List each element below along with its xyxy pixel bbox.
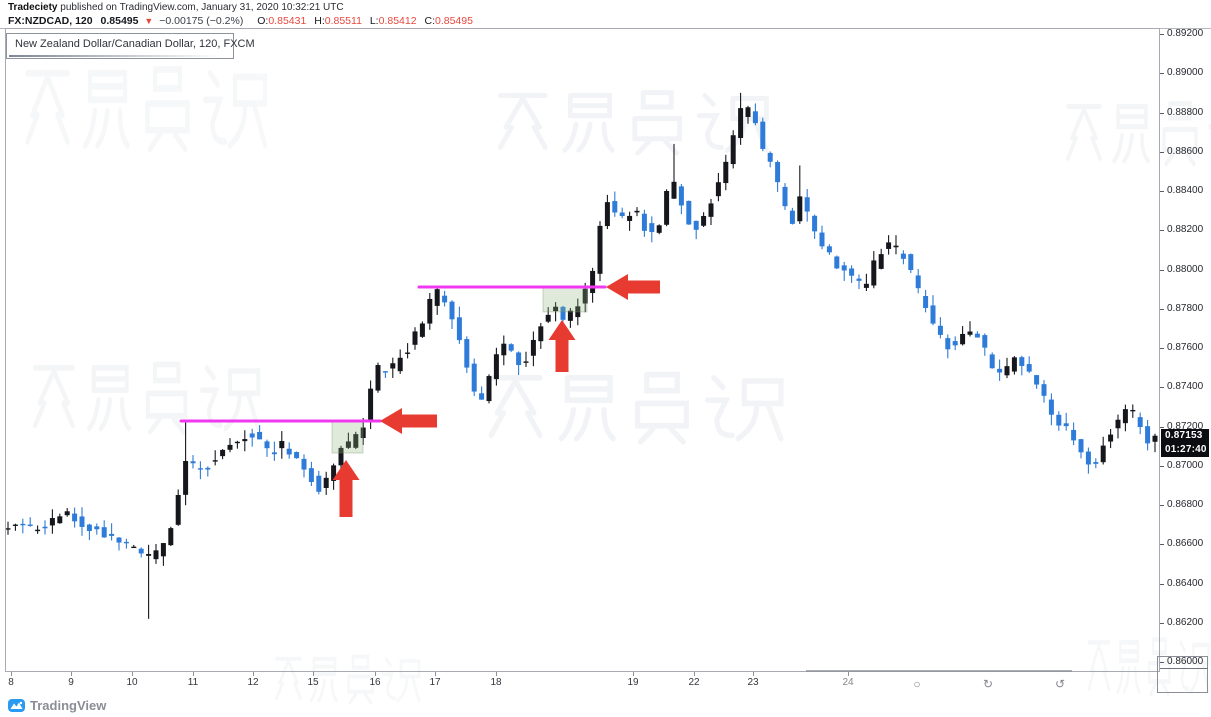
close-label: C:: [424, 15, 436, 27]
countdown-value: 01:27:40: [1165, 443, 1207, 455]
time-tick-label: 10: [126, 677, 138, 688]
time-tick-label: 22: [688, 677, 700, 688]
price-tick-dash: [1160, 230, 1164, 232]
time-tick-dash: [253, 672, 254, 676]
time-tick-dash: [71, 672, 72, 676]
price-tick-dash: [1160, 465, 1164, 467]
price-tick-label: 0.87600: [1167, 342, 1204, 353]
legend-underline: [9, 55, 221, 57]
price-tick-dash: [1160, 112, 1164, 114]
last-price-badge: 0.87153: [1161, 428, 1209, 443]
tradingview-mountain-icon: [8, 699, 25, 712]
price-tick-dash: [1160, 308, 1164, 310]
price-tick-dash: [1160, 73, 1164, 75]
time-tick-label: 15: [307, 677, 319, 688]
price-tick-dash: [1160, 269, 1164, 271]
chart-plot-area[interactable]: [5, 28, 1160, 672]
tradingview-logo[interactable]: TradingView: [8, 697, 106, 714]
price-tick-label: 0.87800: [1167, 302, 1204, 314]
tradingview-brand-text: TradingView: [30, 698, 107, 713]
time-tick-dash: [313, 672, 314, 676]
price-tick-label: 0.86200: [1167, 616, 1204, 628]
legend-title: New Zealand Dollar/Canadian Dollar, 120,…: [15, 38, 255, 50]
down-triangle-icon: ▼: [144, 16, 154, 26]
price-tick-label: 0.88200: [1167, 224, 1204, 236]
faded-axis-icon[interactable]: ↻: [982, 677, 994, 691]
price-tick-dash: [1160, 348, 1164, 349]
time-tick-label: 17: [429, 677, 441, 688]
symbol-label[interactable]: FX:NZDCAD, 120: [8, 15, 93, 27]
time-tick-dash: [694, 672, 695, 676]
price-tick-dash: [1160, 662, 1164, 663]
price-tick-dash: [1160, 191, 1164, 192]
price-tick-label: 0.88600: [1167, 145, 1204, 157]
time-tick-dash: [848, 672, 849, 676]
high-label: H:: [314, 15, 325, 27]
price-tick-dash: [1160, 426, 1164, 428]
price-tick-dash: [1160, 583, 1164, 585]
time-tick-label: 16: [369, 677, 381, 688]
time-tick-dash: [435, 672, 436, 676]
time-tick-dash: [375, 672, 376, 676]
attribution-text: published on TradingView.com, January 31…: [57, 2, 344, 13]
price-tick-dash: [1160, 505, 1164, 506]
price-tick-label: 0.87400: [1167, 381, 1204, 393]
price-tick-dash: [1160, 34, 1164, 35]
time-tick-label: 8: [8, 677, 14, 688]
time-tick-dash: [132, 672, 133, 676]
faded-axis-icon[interactable]: ↺: [1054, 677, 1066, 691]
axis-corner-strike-line: [1160, 668, 1208, 669]
time-tick-dash: [11, 672, 12, 676]
price-change: −0.00175 (−0.2%): [159, 15, 244, 27]
price-tick-label: 0.86000: [1167, 656, 1204, 667]
price-tick-label: 0.86800: [1167, 499, 1204, 510]
time-tick-label: 23: [747, 677, 759, 688]
price-tick-label: 0.86600: [1167, 538, 1204, 550]
time-tick-dash: [496, 672, 497, 676]
bar-countdown-badge: 01:27:40: [1161, 442, 1209, 457]
low-value: 0.85412: [378, 15, 417, 27]
price-tick-label: 0.88400: [1167, 185, 1204, 196]
price-tick-dash: [1160, 622, 1164, 624]
time-tick-dash: [633, 672, 634, 676]
open-label: O:: [257, 15, 269, 27]
attribution-line: Tradeciety published on TradingView.com,…: [8, 2, 344, 13]
last-price-header: 0.85495: [100, 15, 139, 27]
price-tick-label: 0.86400: [1167, 577, 1204, 589]
time-tick-label: 19: [627, 677, 639, 688]
price-tick-label: 0.88800: [1167, 106, 1204, 118]
price-tick-dash: [1160, 151, 1164, 153]
time-tick-dash: [193, 672, 194, 676]
time-tick-label: 12: [247, 677, 259, 688]
price-tick-label: 0.88000: [1167, 263, 1204, 275]
last-price-value: 0.87153: [1165, 429, 1203, 441]
time-tick-label: 18: [490, 677, 502, 688]
attribution-author: Tradeciety: [8, 2, 58, 13]
price-tick-dash: [1160, 387, 1164, 389]
close-value: 0.85495: [435, 15, 473, 27]
symbol-ohlc-row: FX:NZDCAD, 120 0.85495 ▼ −0.00175 (−0.2%…: [8, 15, 473, 27]
faded-axis-icon[interactable]: ○: [913, 677, 921, 691]
open-value: 0.85431: [268, 15, 307, 27]
price-tick-dash: [1160, 544, 1164, 546]
symbol-legend[interactable]: New Zealand Dollar/Canadian Dollar, 120,…: [6, 33, 255, 59]
high-value: 0.85511: [324, 15, 362, 27]
price-tick-label: 0.89000: [1167, 67, 1204, 79]
axis-corner-cell: [1157, 656, 1208, 693]
price-tick-label: 0.87000: [1167, 459, 1204, 471]
low-label: L:: [369, 15, 379, 27]
time-tick-label: 9: [68, 677, 74, 688]
time-axis-dark-segment: [806, 670, 1072, 672]
time-tick-label: 11: [187, 677, 199, 688]
price-tick-label: 0.87200: [1167, 420, 1204, 432]
price-tick-label: 0.89200: [1167, 28, 1204, 39]
time-tick-label: 24: [842, 677, 854, 688]
time-tick-dash: [753, 672, 754, 676]
